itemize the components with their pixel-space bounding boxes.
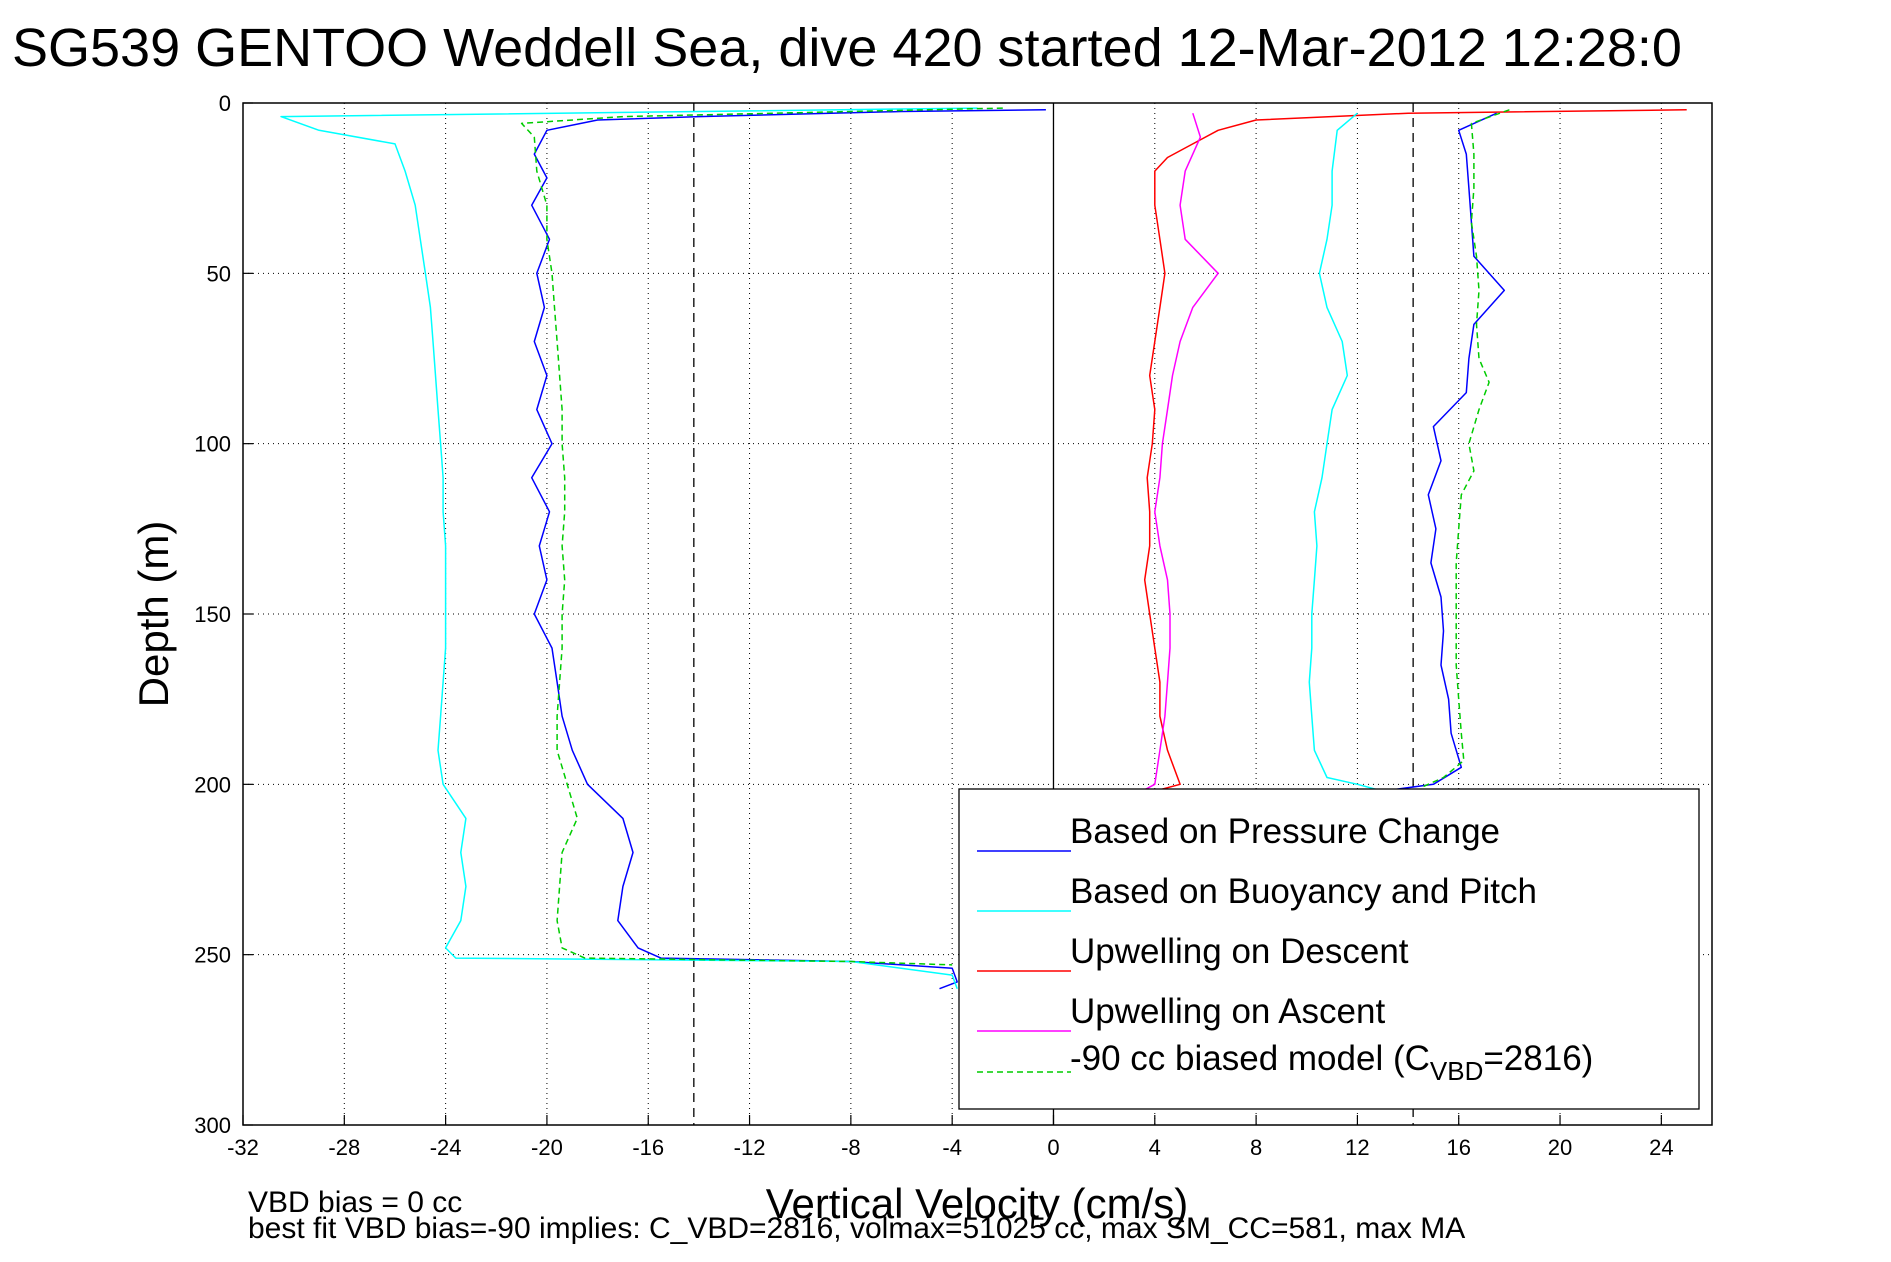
- x-tick-label: 16: [1446, 1135, 1470, 1160]
- series-group: [280, 107, 1687, 990]
- x-tick-label: 4: [1149, 1135, 1161, 1160]
- series-line-6: [520, 107, 1003, 966]
- legend-box: [958, 788, 1700, 1110]
- x-tick-label: 12: [1345, 1135, 1369, 1160]
- x-tick-label: 0: [1047, 1135, 1059, 1160]
- y-tick-label: 200: [194, 772, 231, 797]
- x-tick-label: -16: [632, 1135, 664, 1160]
- x-tick-label: -8: [841, 1135, 861, 1160]
- series-line-7: [1420, 109, 1510, 789]
- series-line-5: [1382, 112, 1506, 792]
- legend-label: Upwelling on Ascent: [1070, 992, 1385, 1031]
- legend-label: Upwelling on Descent: [1070, 932, 1409, 971]
- x-tick-label: 8: [1250, 1135, 1262, 1160]
- x-tick-label: -12: [734, 1135, 766, 1160]
- x-tick-label: -28: [328, 1135, 360, 1160]
- series-line-2: [1143, 109, 1687, 792]
- x-tick-label: -32: [227, 1135, 259, 1160]
- x-tick-label: 24: [1649, 1135, 1673, 1160]
- y-tick-label: 0: [219, 91, 231, 116]
- series-line-1: [280, 107, 978, 989]
- y-axis-label: Depth (m): [130, 521, 177, 708]
- y-tick-label: 50: [207, 261, 231, 286]
- legend-label: Based on Buoyancy and Pitch: [1070, 872, 1537, 911]
- x-tick-label: 20: [1548, 1135, 1572, 1160]
- series-line-4: [1308, 112, 1383, 792]
- legend-label: Based on Pressure Change: [1070, 812, 1500, 851]
- y-tick-label: 100: [194, 432, 231, 457]
- y-tick-label: 250: [194, 943, 231, 968]
- legend: Based on Pressure Change Based on Buoyanc…: [958, 788, 1700, 1110]
- x-tick-label: -4: [942, 1135, 962, 1160]
- bias-note: VBD bias = 0 cc: [248, 1186, 462, 1219]
- legend-label: -90 cc biased model (CVBD=2816): [1070, 1039, 1593, 1086]
- y-tick-label: 300: [194, 1113, 231, 1138]
- series-line-3: [1141, 112, 1219, 792]
- x-tick-label: -20: [531, 1135, 563, 1160]
- series-line-0: [530, 109, 1046, 990]
- chart-title: SG539 GENTOO Weddell Sea, dive 420 start…: [12, 18, 1682, 78]
- x-tick-label: -24: [430, 1135, 462, 1160]
- x-axis-label: Vertical Velocity (cm/s): [766, 1180, 1188, 1227]
- bias-note: best fit VBD bias=-90 implies: C_VBD=281…: [248, 1212, 1465, 1245]
- axis-ticks: -32 -28 -24 -20 -16 -12 -8 -4 0 4 8 12 16 20 24 0 50 100 1…: [194, 91, 1673, 1160]
- y-tick-label: 150: [194, 602, 231, 627]
